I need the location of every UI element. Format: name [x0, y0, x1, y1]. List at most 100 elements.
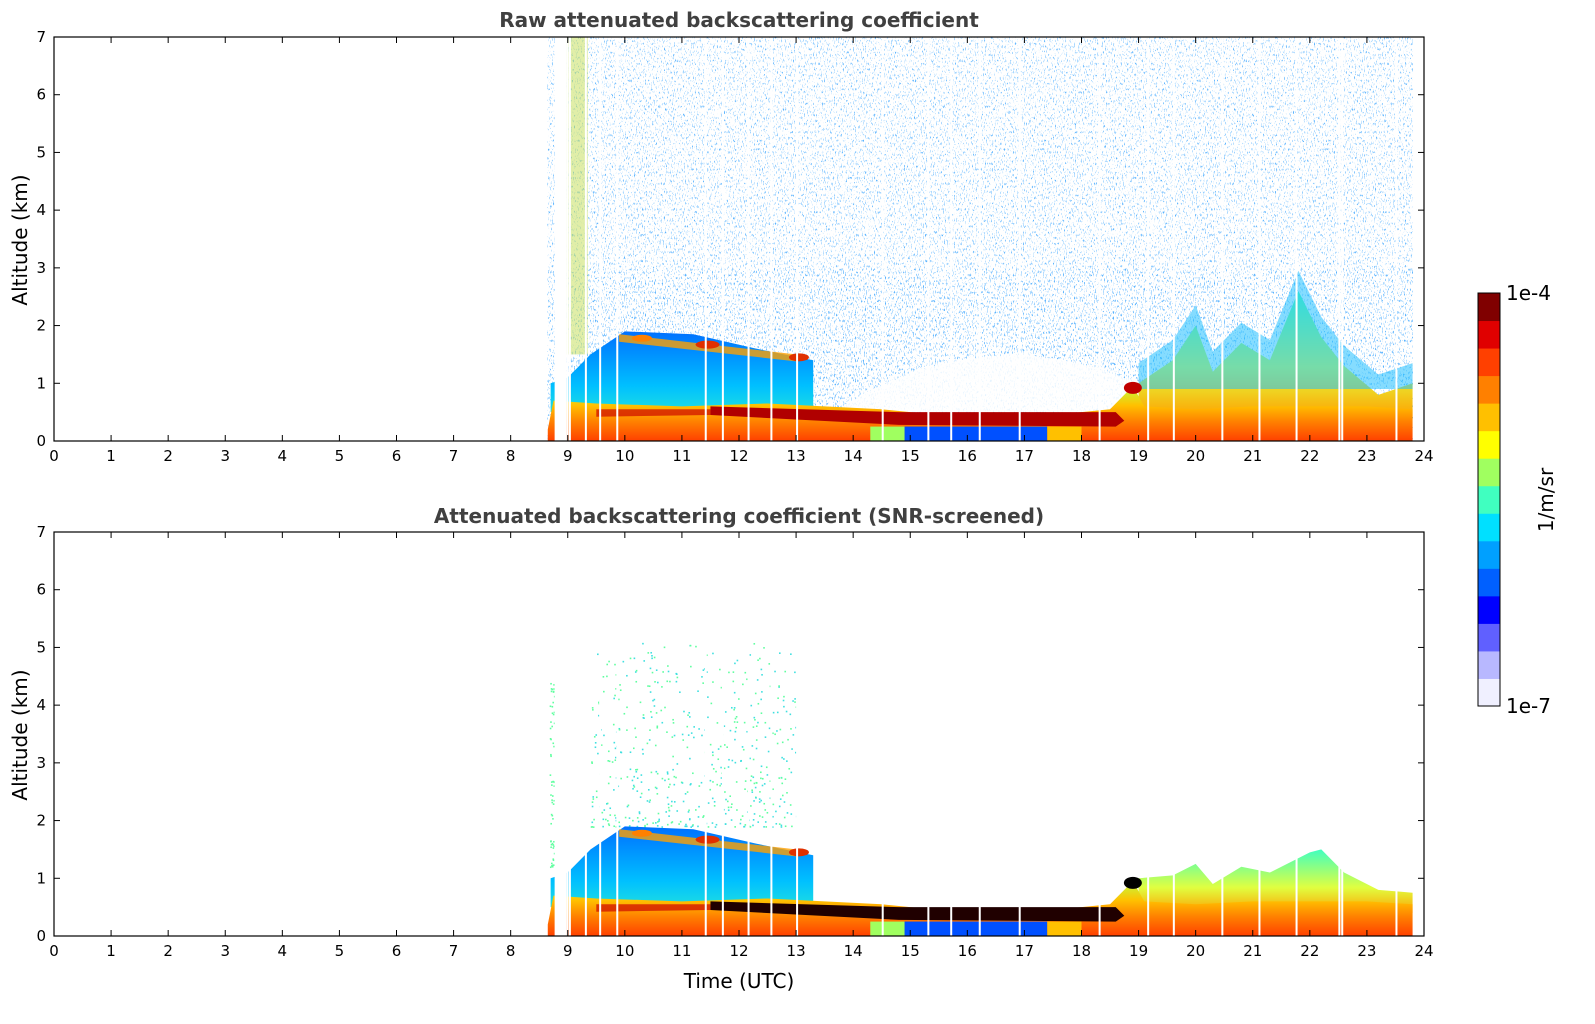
sparse-return	[774, 670, 776, 673]
sparse-return	[644, 826, 646, 828]
sparse-return	[646, 742, 649, 745]
sparse-return	[689, 716, 691, 718]
sparse-return	[594, 746, 597, 749]
sparse-return	[638, 812, 641, 815]
sparse-return	[742, 748, 745, 751]
sparse-return	[613, 825, 616, 828]
sparse-return	[749, 779, 752, 782]
y-tick-label: 7	[36, 28, 46, 46]
sparse-return	[667, 806, 670, 809]
sparse-return	[550, 840, 552, 843]
sparse-return	[602, 825, 604, 828]
data-gap	[554, 37, 567, 441]
sparse-return	[761, 816, 764, 818]
sparse-return	[764, 721, 767, 724]
sparse-return	[761, 784, 764, 787]
sparse-return	[794, 701, 796, 703]
sparse-return	[686, 725, 689, 728]
sparse-return	[723, 744, 726, 746]
x-tick-label: 8	[506, 942, 516, 960]
sparse-return	[550, 781, 553, 783]
sparse-return	[679, 820, 682, 823]
sparse-return	[697, 816, 700, 818]
sparse-return	[591, 761, 593, 763]
y-tick-label: 0	[36, 432, 46, 450]
sparse-return	[760, 799, 763, 802]
y-tick-label: 4	[36, 696, 46, 714]
x-tick-label: 11	[672, 447, 691, 465]
sparse-return	[733, 707, 736, 709]
data-gap	[1341, 532, 1344, 936]
sparse-return	[618, 727, 621, 730]
sparse-return	[550, 690, 553, 693]
sparse-return	[765, 766, 768, 769]
data-gap	[704, 532, 707, 936]
sparse-return	[635, 736, 637, 739]
y-tick-label: 6	[36, 86, 46, 104]
residual-layer	[596, 409, 711, 417]
sparse-return	[679, 691, 681, 694]
sparse-return	[657, 821, 659, 823]
sparse-return	[731, 803, 733, 805]
sparse-return	[603, 734, 605, 737]
sparse-return	[753, 813, 756, 815]
sparse-return	[753, 643, 756, 645]
sparse-return	[609, 807, 612, 810]
x-tick-label: 16	[958, 447, 977, 465]
data-gap	[584, 532, 587, 936]
sparse-return	[712, 781, 714, 783]
sparse-return	[685, 825, 688, 828]
sparse-return	[720, 766, 722, 769]
sparse-return	[790, 813, 793, 815]
sparse-return	[624, 816, 627, 819]
sparse-return	[698, 728, 700, 730]
sparse-return	[736, 721, 739, 723]
sparse-return	[656, 681, 659, 684]
x-tick-label: 2	[163, 447, 173, 465]
colorbar-cell	[1478, 540, 1500, 569]
colorbar-frame	[1477, 292, 1501, 707]
cloud-blob	[1123, 381, 1142, 394]
sparse-return	[723, 767, 726, 770]
y-axis-label: Altitude (km)	[8, 174, 32, 305]
sparse-return	[765, 826, 768, 828]
sparse-return	[655, 712, 658, 714]
sparse-return	[778, 777, 781, 779]
sparse-return	[755, 725, 758, 727]
sparse-return	[788, 767, 791, 770]
sparse-return	[552, 818, 554, 820]
sparse-return	[740, 759, 743, 762]
sparse-return	[727, 809, 730, 812]
sparse-return	[550, 755, 552, 758]
sparse-return	[757, 702, 760, 705]
colorbar-min-label: 1e-7	[1506, 694, 1551, 718]
sparse-return	[551, 842, 554, 845]
sparse-return	[786, 792, 788, 794]
x-tick-label: 17	[1015, 942, 1034, 960]
sparse-return	[553, 711, 556, 714]
colorbar-cell	[1478, 403, 1500, 432]
data-gap	[770, 37, 773, 441]
sparse-return	[764, 736, 767, 738]
colorbar-cell	[1478, 650, 1500, 679]
sparse-return	[553, 840, 555, 843]
sparse-return	[634, 671, 637, 673]
sparse-return	[776, 711, 779, 714]
sparse-return	[637, 820, 640, 823]
sparse-return	[702, 816, 704, 819]
sparse-return	[648, 685, 651, 688]
sparse-return	[749, 654, 752, 656]
data-gap	[616, 37, 619, 441]
sparse-return	[713, 800, 716, 803]
sparse-return	[667, 665, 669, 667]
x-axis-label: Time (UTC)	[683, 969, 795, 993]
sparse-return	[759, 657, 761, 660]
sparse-return	[772, 711, 775, 714]
data-gap	[770, 532, 773, 936]
sparse-return	[644, 824, 646, 827]
sparse-return	[626, 706, 628, 709]
sparse-return	[673, 801, 676, 803]
elevated-layer-core	[695, 340, 720, 349]
sparse-return	[661, 686, 663, 688]
sparse-return	[656, 726, 659, 729]
